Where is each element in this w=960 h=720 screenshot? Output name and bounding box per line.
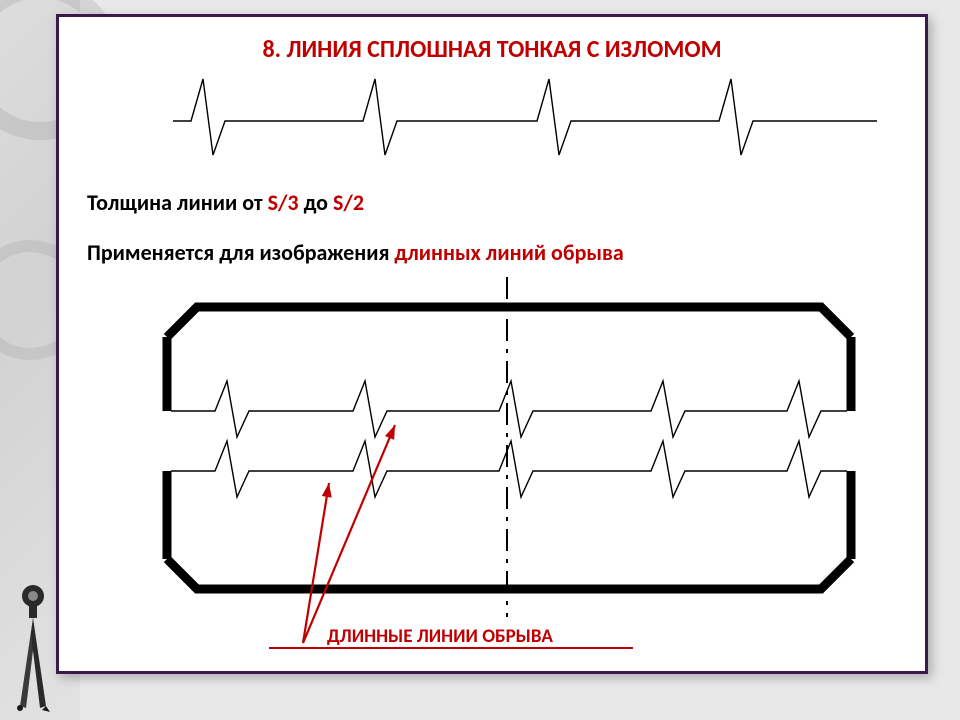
slide-card: 8. ЛИНИЯ СПЛОШНАЯ ТОНКАЯ С ИЗЛОМОМ Толщи… xyxy=(56,14,928,674)
top-zigzag-line-example xyxy=(59,17,931,187)
usage-prefix: Применяется для изображения xyxy=(87,239,394,266)
thickness-text: Толщина линии от S/3 до S/2 xyxy=(87,189,364,216)
usage-text: Применяется для изображения длинных лини… xyxy=(87,239,624,266)
thickness-min: S/3 xyxy=(268,189,299,216)
usage-highlight: длинных линий обрыва xyxy=(394,239,623,266)
compass-icon xyxy=(6,574,60,714)
caption-underline xyxy=(269,647,633,649)
thickness-max: S/2 xyxy=(333,189,364,216)
thickness-mid: до xyxy=(299,189,333,216)
thickness-prefix: Толщина линии от xyxy=(87,189,268,216)
caption-label: ДЛИННЫЕ ЛИНИИ ОБРЫВА xyxy=(327,625,553,648)
